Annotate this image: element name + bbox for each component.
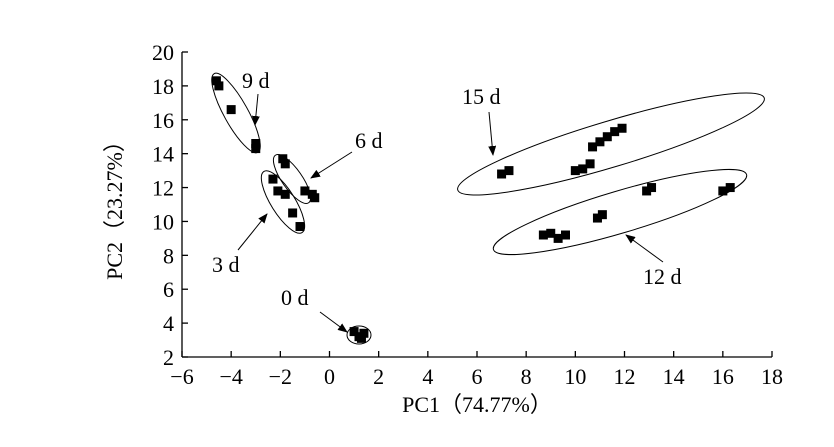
point <box>497 169 507 179</box>
ellipses <box>211 72 765 345</box>
point <box>295 222 305 232</box>
arrow <box>237 213 268 251</box>
point <box>278 154 288 164</box>
x-tick-label: −4 <box>219 364 242 389</box>
x-tick-label: −6 <box>170 364 193 389</box>
y-tick-label: 2 <box>163 345 174 370</box>
annotation: 6 d <box>355 128 383 153</box>
point <box>642 186 652 196</box>
point <box>595 137 605 147</box>
group-ellipse <box>346 325 372 345</box>
point <box>300 186 310 196</box>
x-tick-label: 0 <box>324 364 335 389</box>
point <box>251 139 261 148</box>
point <box>597 210 607 220</box>
point <box>588 142 598 152</box>
y-axis-title: PC2（23.27%） <box>102 130 127 280</box>
point <box>251 144 261 154</box>
x-tick-label: 4 <box>422 364 433 389</box>
x-axis-title: PC1（74.77%） <box>402 392 552 417</box>
x-tick-label: 2 <box>373 364 384 389</box>
point <box>592 213 602 223</box>
point <box>214 81 224 91</box>
point <box>725 183 735 193</box>
arrow <box>251 93 260 126</box>
arrow <box>625 234 664 263</box>
point <box>718 186 728 196</box>
point <box>561 230 570 240</box>
x-tick-label: 16 <box>712 364 734 389</box>
group-ellipse <box>260 170 306 234</box>
point <box>288 208 298 218</box>
annotation: 12 d <box>643 264 682 289</box>
point <box>553 233 563 243</box>
point <box>647 183 657 193</box>
group-ellipse <box>492 168 748 256</box>
point <box>280 159 290 169</box>
arrow <box>319 311 348 333</box>
y-tick-label: 14 <box>152 142 174 167</box>
x-tick-label: 18 <box>761 364 783 389</box>
group-ellipse <box>272 154 312 204</box>
y-tick-label: 18 <box>152 74 174 99</box>
x-tick-label: 12 <box>614 364 636 389</box>
x-tick-label: 6 <box>472 364 483 389</box>
point <box>273 186 283 196</box>
point <box>310 193 320 203</box>
y-tick-label: 10 <box>152 209 174 234</box>
x-tick-label: 14 <box>663 364 685 389</box>
annotation: 15 d <box>462 84 501 109</box>
point <box>359 328 369 338</box>
y-tick-label: 12 <box>152 176 174 201</box>
point <box>268 174 278 184</box>
y-tick-label: 8 <box>163 243 174 268</box>
point <box>570 166 580 176</box>
y-tick-label: 16 <box>152 108 174 133</box>
annotation: 9 d <box>242 68 270 93</box>
point <box>602 132 612 142</box>
y-tick-label: 6 <box>163 277 174 302</box>
annotation: 0 d <box>281 285 309 310</box>
x-tick-label: 10 <box>564 364 586 389</box>
point <box>610 127 620 137</box>
point <box>226 105 236 115</box>
point <box>280 189 290 199</box>
point <box>211 76 221 86</box>
arrows <box>237 93 664 333</box>
point <box>504 166 514 176</box>
point <box>546 228 556 238</box>
point <box>356 333 366 343</box>
x-tick-label: −2 <box>269 364 292 389</box>
y-tick-label: 4 <box>163 311 174 336</box>
annotation: 3 d <box>212 252 240 277</box>
point <box>617 123 627 133</box>
arrow <box>310 151 353 179</box>
point <box>578 164 588 174</box>
y-tick-label: 20 <box>152 40 174 65</box>
arrow <box>488 111 497 156</box>
x-tick-label: 8 <box>521 364 532 389</box>
point <box>538 230 548 240</box>
point <box>349 327 359 337</box>
point <box>585 159 595 169</box>
group-ellipse <box>457 92 765 196</box>
